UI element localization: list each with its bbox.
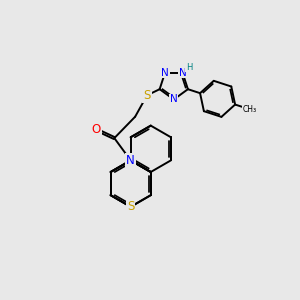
Text: N: N: [178, 68, 186, 78]
Text: O: O: [92, 123, 101, 136]
Text: S: S: [127, 200, 134, 213]
Text: H: H: [186, 63, 192, 72]
Text: N: N: [126, 154, 135, 167]
Text: S: S: [143, 89, 151, 102]
Text: CH₃: CH₃: [242, 105, 256, 114]
Text: N: N: [161, 68, 169, 78]
Text: N: N: [170, 94, 178, 104]
